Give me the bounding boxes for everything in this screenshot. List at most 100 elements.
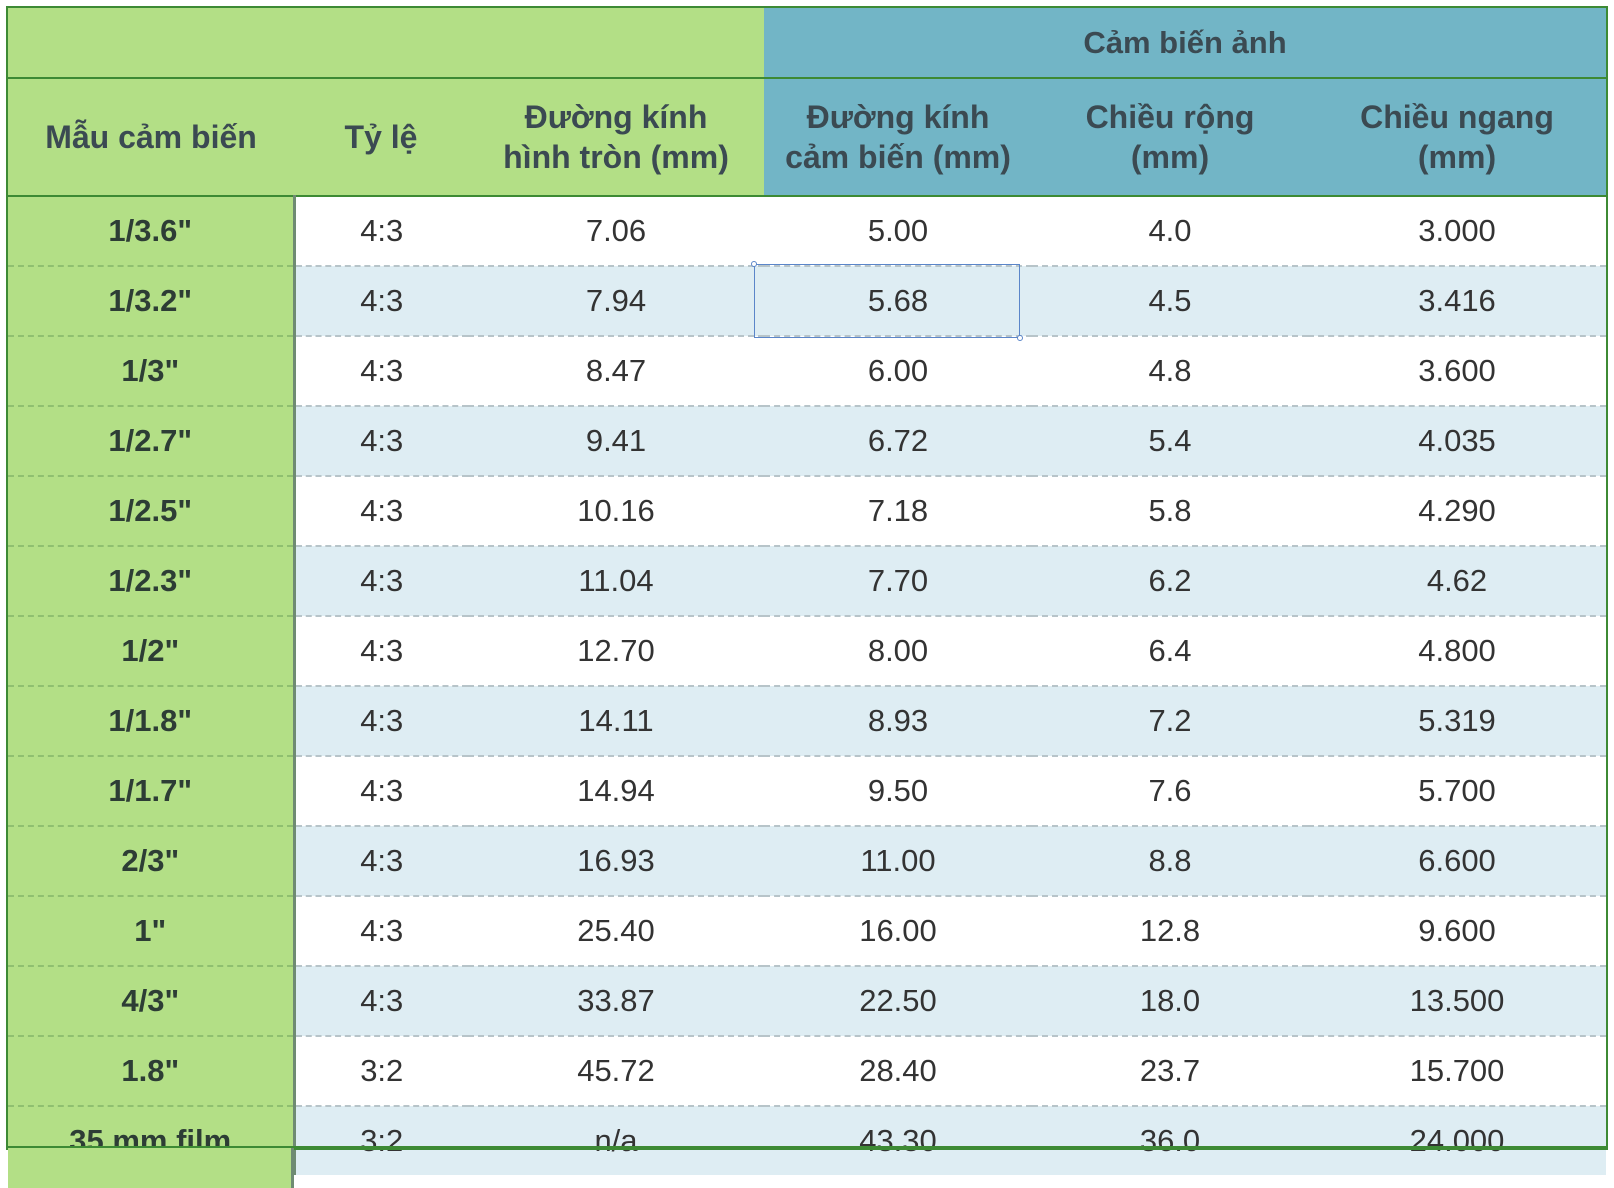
cell-circle-diameter[interactable]: n/a [468,1105,764,1175]
cell-width[interactable]: 5.4 [1032,405,1308,476]
cell-ratio[interactable]: 4:3 [294,545,468,616]
cell-model[interactable]: 1/3.2" [8,265,296,336]
cell-sensor-diameter[interactable]: 9.50 [764,755,1032,826]
cell-width[interactable]: 5.8 [1032,475,1308,546]
cell-ratio[interactable]: 4:3 [294,965,468,1036]
cell-sensor-diameter[interactable]: 5.00 [867,213,929,248]
cell-model[interactable]: 1/2.5" [8,475,296,546]
cell-height[interactable]: 3.416 [1308,265,1607,336]
cell-height[interactable]: 4.800 [1308,615,1607,686]
cell-circle-diameter[interactable]: 25.40 [468,895,764,966]
cell-width[interactable]: 18.0 [1032,965,1308,1036]
cell-height[interactable]: 5.700 [1308,755,1607,826]
cell-width[interactable]: 23.7 [1032,1035,1308,1106]
cell-model[interactable]: 1/2.3" [8,545,296,616]
cell-model[interactable]: 4/3" [8,965,296,1036]
cell-width[interactable]: 12.8 [1032,895,1308,966]
cell-width[interactable]: 6.2 [1032,545,1308,616]
cell-circle-diameter[interactable]: 12.70 [468,615,764,686]
cell-height[interactable]: 6.600 [1308,825,1607,896]
cell-model[interactable]: 1/1.8" [8,685,296,756]
cell-ratio[interactable]: 4:3 [294,825,468,896]
cell-model[interactable]: 1/2.7" [8,405,296,476]
cell-sensor-diameter[interactable]: 6.72 [764,405,1032,476]
cell-height[interactable]: 3.000 [1418,213,1496,248]
cell-sensor-diameter[interactable]: 28.40 [764,1035,1032,1106]
cell-ratio[interactable]: 4:3 [360,213,404,248]
cell-sensor-diameter[interactable]: 7.70 [764,545,1032,616]
table-row: 1/1.8" 4:3 14.11 8.93 7.2 5.319 [8,685,1607,756]
cell-width[interactable]: 8.8 [1032,825,1308,896]
cell-ratio[interactable]: 4:3 [294,895,468,966]
header-height-line2: (mm) [1417,139,1497,175]
cell-sensor-diameter[interactable]: 7.18 [764,475,1032,546]
cell-circle-diameter[interactable]: 7.94 [468,265,764,336]
table-row: 1/2.5" 4:3 10.16 7.18 5.8 4.290 [8,475,1607,546]
table-row: 4/3" 4:3 33.87 22.50 18.0 13.500 [8,965,1607,1036]
table-bottom-border [6,1146,1608,1148]
cell-ratio[interactable]: 4:3 [294,615,468,686]
cell-width[interactable]: 7.2 [1032,685,1308,756]
cell-height[interactable]: 9.600 [1308,895,1607,966]
cell-circle-diameter[interactable]: 45.72 [468,1035,764,1106]
cell-circle-diameter[interactable]: 11.04 [468,545,764,616]
header-height: Chiều ngang (mm) [1308,78,1607,196]
cell-model[interactable]: 2/3" [8,825,296,896]
cell-sensor-diameter[interactable]: 8.93 [764,685,1032,756]
cell-circle-diameter[interactable]: 14.94 [468,755,764,826]
cell-model[interactable]: 1/3" [8,335,296,406]
cell-height[interactable]: 3.600 [1308,335,1607,406]
cell-circle-diameter[interactable]: 14.11 [468,685,764,756]
header-circle-diameter-line1: Đường kính [524,99,708,135]
cell-circle-diameter[interactable]: 8.47 [468,335,764,406]
cell-circle-diameter[interactable]: 16.93 [468,825,764,896]
cell-height[interactable]: 5.319 [1308,685,1607,756]
header-sensor-diameter: Đường kính cảm biến (mm) [764,78,1032,196]
cell-width[interactable]: 7.6 [1032,755,1308,826]
cell-sensor-diameter[interactable]: 22.50 [764,965,1032,1036]
cell-ratio[interactable]: 3:2 [294,1035,468,1106]
cell-circle-diameter[interactable]: 9.41 [468,405,764,476]
cell-width[interactable]: 6.4 [1032,615,1308,686]
cell-height[interactable]: 15.700 [1308,1035,1607,1106]
cell-sensor-diameter[interactable]: 6.00 [764,335,1032,406]
cell-sensor-diameter[interactable]: 16.00 [764,895,1032,966]
table-row: 1/3.2" 4:3 7.94 5.68 4.5 3.416 [8,265,1607,336]
cell-width[interactable]: 4.8 [1032,335,1308,406]
cell-model[interactable]: 1/2" [8,615,296,686]
group-header-image-sensor: Cảm biến ảnh [764,8,1607,78]
cell-ratio[interactable]: 4:3 [294,405,468,476]
table-row: 1/2.3" 4:3 11.04 7.70 6.2 4.62 [8,545,1607,616]
cell-model[interactable]: 1.8" [8,1035,296,1106]
cell-ratio[interactable]: 4:3 [294,685,468,756]
cell-sensor-diameter[interactable]: 5.68 [764,265,1032,336]
cell-circle-diameter[interactable]: 10.16 [468,475,764,546]
cell-model[interactable]: 1/3.6" [8,196,296,266]
header-sensor-diameter-line1: Đường kính [806,99,990,135]
cell-sensor-diameter[interactable]: 43.30 [764,1105,1032,1175]
cell-ratio[interactable]: 4:3 [294,335,468,406]
cell-model[interactable]: 1/1.7" [8,755,296,826]
cell-ratio[interactable]: 4:3 [294,755,468,826]
header-circle-diameter-line2: hình tròn (mm) [503,139,729,175]
table-row: 1/1.7" 4:3 14.94 9.50 7.6 5.700 [8,755,1607,826]
cell-circle-diameter[interactable]: 7.06 [585,213,647,248]
sensor-size-table-container: Cảm biến ảnh Mẫu cảm biến Tỷ lệ Đường kí… [8,8,1607,1175]
cell-height[interactable]: 4.62 [1308,545,1607,616]
cell-ratio[interactable]: 3:2 [294,1105,468,1175]
cell-model[interactable]: 1" [8,895,296,966]
cell-height[interactable]: 24.000 [1308,1105,1607,1175]
cell-sensor-diameter[interactable]: 11.00 [764,825,1032,896]
cell-width[interactable]: 4.5 [1032,265,1308,336]
header-circle-diameter: Đường kính hình tròn (mm) [468,78,764,196]
cell-circle-diameter[interactable]: 33.87 [468,965,764,1036]
cell-sensor-diameter[interactable]: 8.00 [764,615,1032,686]
cell-width[interactable]: 4.0 [1148,213,1192,248]
cell-height[interactable]: 13.500 [1308,965,1607,1036]
cell-width[interactable]: 36.0 [1032,1105,1308,1175]
cell-ratio[interactable]: 4:3 [294,475,468,546]
cell-ratio[interactable]: 4:3 [294,265,468,336]
cell-height[interactable]: 4.035 [1308,405,1607,476]
cell-height[interactable]: 4.290 [1308,475,1607,546]
group-header-empty [8,8,764,78]
